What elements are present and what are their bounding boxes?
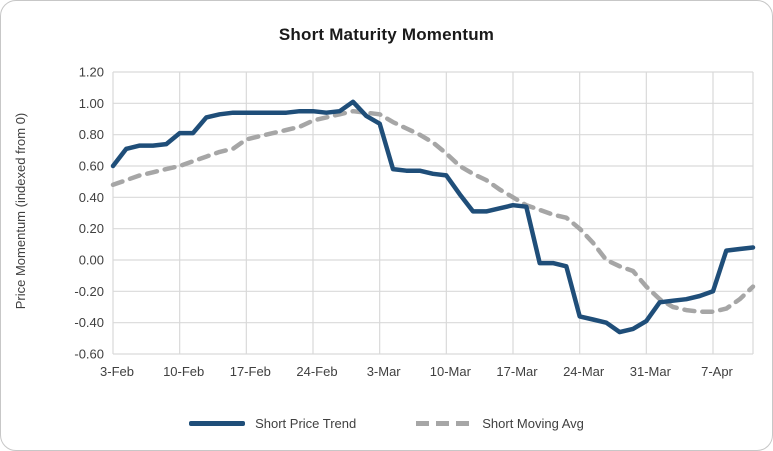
y-tick-label: -0.60 <box>74 347 104 362</box>
x-tick-label: 3-Feb <box>100 364 134 379</box>
chart-legend: Short Price Trend Short Moving Avg <box>1 416 772 431</box>
line-chart-plot-area: 1.20 1.00 0.80 0.60 0.40 0.20 0.00 -0.20 -0.40 -0… <box>13 65 756 379</box>
y-tick-label: 1.20 <box>79 65 104 80</box>
legend-item-short-moving-avg: Short Moving Avg <box>416 416 584 431</box>
series-line-short-price-trend <box>110 99 756 335</box>
chart-title: Short Maturity Momentum <box>278 25 495 44</box>
series-line-short-moving-avg <box>110 108 756 314</box>
y-tick-label: 0.20 <box>79 221 104 236</box>
y-tick-label: -0.20 <box>74 284 104 299</box>
x-tick-label: 10-Mar <box>430 364 472 379</box>
dashed-line-swatch-icon <box>416 421 473 426</box>
y-tick-label: 1.00 <box>79 96 104 111</box>
y-axis-title: Price Momentum (indexed from 0) <box>13 113 28 310</box>
y-tick-label: 0.60 <box>79 159 104 174</box>
legend-label-short-price-trend: Short Price Trend <box>255 416 357 431</box>
y-tick-label: 0.80 <box>79 127 104 142</box>
solid-line-swatch-icon <box>189 421 246 426</box>
x-tick-label: 17-Mar <box>496 364 538 379</box>
x-tick-label: 7-Apr <box>701 364 733 379</box>
x-tick-label: 24-Mar <box>563 364 605 379</box>
legend-item-short-price-trend: Short Price Trend <box>189 416 356 431</box>
x-tick-label: 31-Mar <box>630 364 672 379</box>
y-tick-label: 0.00 <box>79 253 104 268</box>
y-tick-label: 0.40 <box>79 190 104 205</box>
y-tick-label: -0.40 <box>74 315 104 330</box>
x-tick-label: 17-Feb <box>230 364 271 379</box>
x-tick-label: 3-Mar <box>367 364 402 379</box>
x-tick-label: 24-Feb <box>296 364 337 379</box>
legend-label-short-moving-avg: Short Moving Avg <box>482 416 584 431</box>
x-tick-label: 10-Feb <box>163 364 204 379</box>
